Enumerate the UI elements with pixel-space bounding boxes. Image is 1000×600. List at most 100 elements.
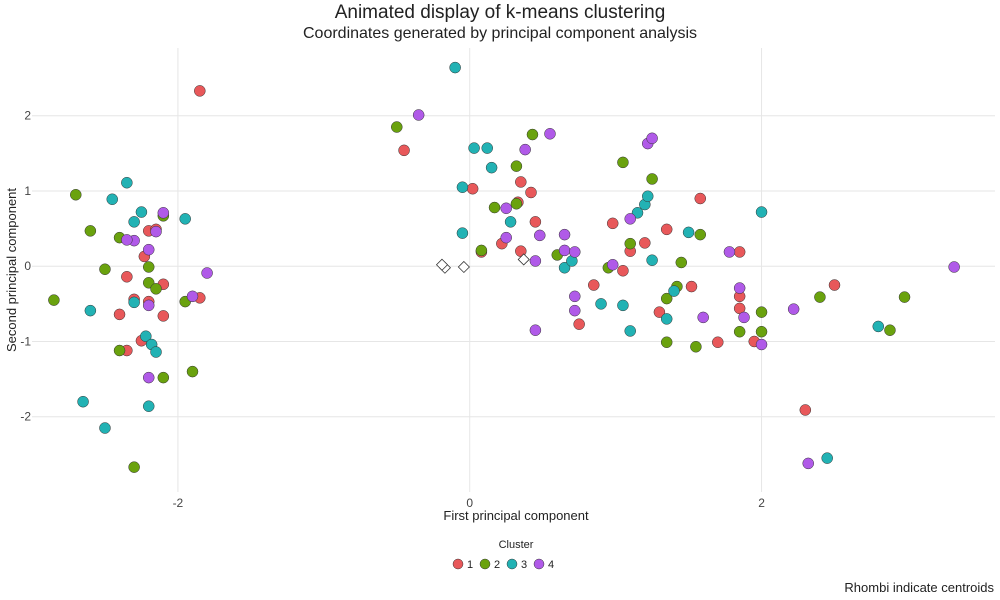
data-point-cluster-4 (186, 290, 199, 303)
data-point-cluster-4 (558, 244, 571, 257)
y-tick-label: -2 (20, 410, 31, 424)
legend-label-3: 3 (521, 559, 527, 571)
data-point-cluster-4 (558, 228, 571, 241)
data-point-cluster-4 (948, 261, 960, 273)
data-point-cluster-4 (738, 311, 750, 324)
data-point-cluster-2 (475, 244, 488, 257)
data-point-cluster-4 (624, 213, 636, 225)
data-point-cluster-4 (569, 290, 581, 303)
legend-label-1: 1 (467, 559, 473, 571)
y-tick-label: -1 (20, 334, 31, 348)
data-point-cluster-4 (569, 246, 581, 258)
data-point-cluster-2 (99, 263, 111, 275)
x-axis-label: First principal component (443, 508, 589, 523)
data-point-cluster-2 (128, 461, 140, 473)
data-point-cluster-2 (755, 325, 768, 338)
data-point-cluster-4 (529, 324, 542, 336)
data-point-cluster-3 (128, 296, 140, 309)
data-point-cluster-4 (157, 207, 170, 219)
data-point-cluster-4 (142, 299, 155, 312)
data-point-cluster-3 (140, 330, 152, 342)
data-point-cluster-1 (157, 310, 170, 322)
data-point-cluster-4 (412, 109, 425, 121)
data-point-cluster-1 (194, 85, 206, 97)
data-point-cluster-3 (821, 452, 833, 464)
data-point-cluster-1 (466, 182, 479, 195)
data-point-cluster-2 (884, 324, 896, 336)
centroid-rhombus (517, 253, 530, 266)
data-point-cluster-4 (755, 338, 768, 351)
data-point-cluster-2 (48, 294, 60, 306)
data-point-cluster-3 (485, 161, 498, 174)
data-point-cluster-1 (685, 280, 698, 293)
x-tick-label: -2 (173, 496, 184, 510)
data-point-cluster-4 (201, 267, 213, 279)
data-point-cluster-3 (142, 400, 155, 412)
data-point-cluster-3 (660, 313, 673, 325)
data-point-cluster-2 (675, 256, 688, 269)
data-point-cluster-1 (529, 216, 542, 228)
legend-key-1 (452, 558, 464, 570)
chart-title: Animated display of k-means clustering (334, 2, 666, 23)
data-point-cluster-2 (898, 291, 911, 303)
data-point-cluster-4 (802, 457, 814, 470)
data-point-cluster-4 (529, 255, 542, 267)
legend-key-2 (479, 558, 491, 570)
data-point-cluster-3 (456, 227, 469, 239)
data-point-cluster-2 (391, 121, 403, 133)
data-point-cluster-3 (150, 346, 162, 358)
chart-subtitle: Coordinates generated by principal compo… (302, 25, 697, 42)
data-point-cluster-1 (660, 223, 673, 236)
data-point-cluster-2 (526, 128, 539, 141)
data-point-cluster-2 (694, 228, 707, 241)
data-point-cluster-3 (99, 422, 111, 434)
data-point-cluster-4 (697, 311, 709, 324)
data-point-cluster-4 (121, 234, 133, 246)
data-point-cluster-2 (624, 237, 636, 250)
data-point-cluster-1 (113, 308, 126, 321)
data-point-cluster-3 (617, 299, 629, 312)
data-point-cluster-3 (682, 226, 695, 239)
data-point-cluster-3 (128, 216, 140, 228)
grid-lines (32, 48, 995, 492)
y-tick-label: 1 (24, 184, 31, 198)
data-point-cluster-1 (588, 279, 600, 291)
data-point-cluster-1 (828, 279, 841, 291)
data-point-cluster-1 (799, 404, 812, 416)
x-axis-ticks: -2 0 2 (173, 496, 766, 510)
data-point-cluster-2 (690, 341, 702, 353)
data-point-cluster-3 (456, 181, 469, 193)
data-point-cluster-1 (398, 144, 410, 157)
data-point-cluster-4 (534, 229, 546, 242)
data-point-cluster-4 (606, 258, 619, 271)
data-point-cluster-2 (814, 291, 826, 303)
data-point-cluster-2 (113, 344, 126, 357)
legend-label-2: 2 (494, 559, 500, 571)
data-point-cluster-2 (755, 306, 768, 318)
data-point-cluster-1 (733, 246, 746, 258)
data-point-cluster-1 (653, 306, 666, 318)
y-tick-label: 2 (24, 109, 31, 123)
data-point-cluster-4 (733, 282, 746, 294)
data-point-cluster-2 (646, 173, 658, 185)
data-point-cluster-3 (84, 304, 97, 317)
data-point-cluster-1 (573, 318, 585, 330)
data-point-cluster-2 (150, 283, 162, 295)
data-point-cluster-3 (77, 395, 89, 408)
data-point-cluster-3 (449, 61, 461, 74)
data-point-cluster-2 (157, 371, 170, 384)
legend-key-4 (533, 558, 545, 570)
data-point-cluster-4 (519, 143, 531, 156)
data-point-cluster-3 (872, 320, 885, 333)
x-tick-label: 0 (466, 496, 473, 510)
data-points (48, 61, 960, 473)
data-point-cluster-4 (150, 225, 162, 238)
data-point-cluster-4 (544, 128, 556, 140)
y-axis-ticks: -2 -1 0 1 2 (20, 109, 31, 424)
data-point-cluster-1 (515, 176, 527, 188)
data-point-cluster-1 (525, 186, 537, 199)
data-point-cluster-3 (668, 285, 680, 297)
y-axis-label: Second principal component (4, 188, 19, 352)
data-point-cluster-3 (106, 193, 118, 206)
